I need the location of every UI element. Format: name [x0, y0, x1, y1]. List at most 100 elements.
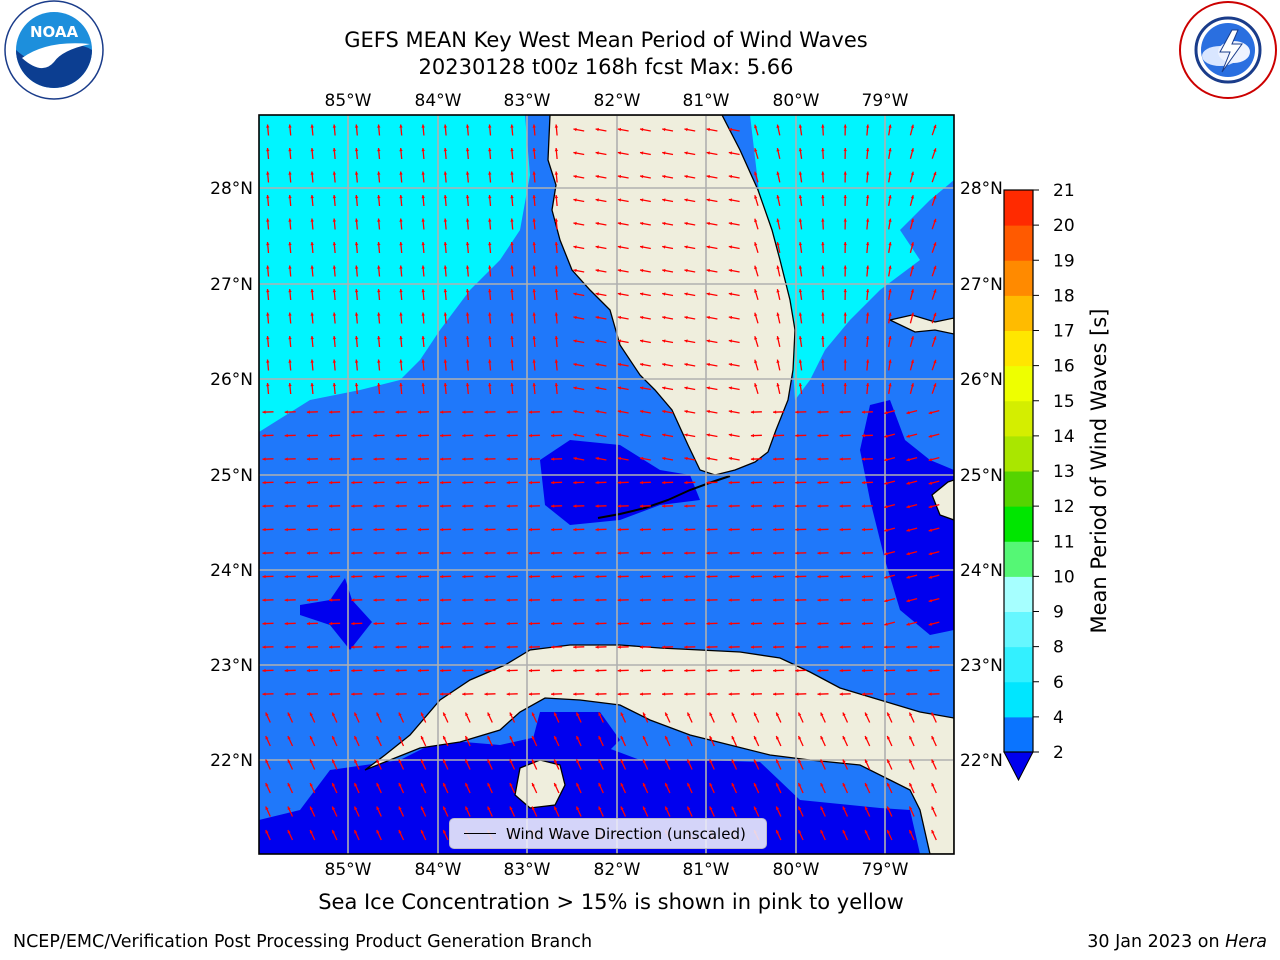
- wave-direction-arrowhead: [888, 148, 892, 152]
- wave-direction-arrowhead: [595, 362, 599, 367]
- wave-direction-arrowhead: [798, 830, 802, 834]
- wave-direction-arrowhead: [329, 668, 333, 673]
- wave-direction-arrowhead: [754, 218, 758, 223]
- wave-direction-arrowhead: [662, 668, 666, 673]
- wave-direction-arrowhead: [262, 504, 266, 508]
- wave-direction-arrowhead: [728, 504, 732, 508]
- lat-label-left: 27°N: [210, 275, 253, 295]
- wave-direction-arrowhead: [861, 621, 865, 626]
- wave-direction-arrowhead: [332, 148, 337, 152]
- wave-direction-arrowhead: [843, 312, 847, 316]
- wave-direction-arrowhead: [640, 198, 644, 202]
- wave-direction-arrowhead: [595, 409, 599, 414]
- wave-direction-arrowhead: [351, 692, 355, 696]
- wave-direction-arrowhead: [462, 645, 466, 649]
- wave-direction-arrowhead: [620, 783, 624, 787]
- wave-direction-arrowhead: [887, 806, 891, 810]
- wave-direction-arrowhead: [488, 195, 492, 199]
- wave-direction-arrowhead: [266, 171, 270, 175]
- wave-direction-arrowhead: [306, 574, 310, 579]
- wave-direction-arrowhead: [351, 457, 355, 461]
- wave-direction-arrowhead: [351, 598, 355, 602]
- wave-direction-arrowhead: [684, 127, 688, 132]
- wave-direction-arrowhead: [728, 362, 733, 367]
- wave-direction-arrowhead: [687, 712, 691, 716]
- wave-direction-arrowhead: [554, 806, 558, 810]
- wave-direction-arrowhead: [839, 621, 843, 626]
- wave-direction-arrowhead: [306, 598, 310, 602]
- wave-direction-arrowhead: [443, 736, 447, 740]
- footer-date: 30 Jan 2023 on Hera: [1087, 932, 1267, 952]
- wave-direction-arrowhead: [817, 480, 821, 485]
- wave-direction-arrowhead: [354, 830, 358, 834]
- wave-direction-arrowhead: [310, 359, 314, 363]
- wave-direction-arrowhead: [773, 551, 777, 555]
- wave-direction-arrowhead: [617, 574, 621, 579]
- wave-direction-arrowhead: [443, 124, 448, 128]
- wave-direction-arrowhead: [773, 480, 777, 485]
- wave-direction-arrowhead: [417, 692, 421, 696]
- wave-direction-arrowhead: [377, 265, 381, 269]
- wave-direction-arrowhead: [884, 528, 888, 532]
- colorbar-tick-label: 9: [1053, 603, 1064, 623]
- wave-direction-arrowhead: [329, 645, 333, 649]
- wave-direction-arrowhead: [573, 386, 577, 390]
- colorbar-tick-label: 18: [1053, 286, 1075, 306]
- wave-direction-arrowhead: [728, 574, 732, 579]
- wave-direction-arrowhead: [639, 645, 643, 649]
- lon-label-top: 80°W: [773, 91, 820, 111]
- wave-direction-arrowhead: [754, 195, 758, 199]
- wave-direction-arrowhead: [684, 174, 688, 179]
- wave-direction-arrowhead: [928, 458, 933, 462]
- wave-direction-arrowhead: [639, 621, 643, 626]
- wave-direction-arrowhead: [377, 218, 381, 222]
- wave-direction-arrowhead: [617, 151, 622, 155]
- wave-direction-arrowhead: [731, 712, 735, 716]
- wave-direction-arrowhead: [595, 151, 599, 155]
- wave-direction-arrowhead: [417, 598, 421, 602]
- lon-label-bottom: 79°W: [862, 860, 909, 880]
- wave-direction-arrowhead: [440, 480, 444, 485]
- wave-direction-arrowhead: [642, 783, 646, 787]
- wave-direction-arrowhead: [864, 759, 868, 763]
- wave-direction-arrowhead: [421, 148, 425, 152]
- wave-direction-arrowhead: [798, 312, 803, 316]
- wave-direction-arrowhead: [484, 645, 488, 649]
- wave-direction-arrowhead: [795, 457, 799, 461]
- wave-direction-arrowhead: [928, 622, 933, 626]
- wave-direction-arrowhead: [684, 339, 688, 343]
- wave-direction-arrowhead: [528, 504, 532, 508]
- wave-direction-arrowhead: [821, 359, 825, 363]
- wave-direction-arrowhead: [662, 339, 666, 343]
- wave-direction-arrowhead: [532, 289, 536, 293]
- wave-direction-arrowhead: [551, 480, 555, 485]
- wave-direction-arrowhead: [928, 481, 933, 485]
- wave-direction-arrowhead: [310, 312, 314, 316]
- wave-direction-arrowhead: [531, 736, 535, 740]
- colorbar-segment: [1004, 190, 1033, 226]
- wave-direction-arrowhead: [488, 148, 492, 152]
- wave-direction-arrowhead: [706, 433, 710, 437]
- wave-direction-arrowhead: [798, 712, 802, 716]
- wave-direction-arrowhead: [706, 127, 710, 132]
- wave-direction-arrowhead: [510, 289, 514, 293]
- wave-direction-arrowhead: [817, 410, 821, 414]
- wave-direction-arrowhead: [906, 434, 910, 438]
- wave-direction-arrowhead: [554, 336, 559, 340]
- wave-direction-arrowhead: [750, 692, 754, 696]
- wave-direction-arrowhead: [440, 621, 444, 626]
- wave-direction-arrowhead: [773, 504, 777, 508]
- wave-direction-arrowhead: [931, 759, 935, 763]
- wave-direction-arrowhead: [888, 242, 892, 246]
- wave-direction-arrowhead: [684, 456, 688, 461]
- wave-direction-arrowhead: [731, 759, 735, 763]
- wave-direction-arrowhead: [506, 504, 510, 508]
- wave-direction-arrowhead: [443, 148, 448, 152]
- colorbar-tick-label: 8: [1053, 638, 1064, 658]
- wave-direction-arrowhead: [910, 312, 914, 317]
- wave-direction-arrowhead: [888, 218, 892, 222]
- wave-direction-arrowhead: [888, 265, 892, 269]
- wave-direction-arrowhead: [931, 736, 935, 740]
- wave-direction-arrowhead: [462, 527, 466, 532]
- wave-direction-arrowhead: [506, 598, 510, 602]
